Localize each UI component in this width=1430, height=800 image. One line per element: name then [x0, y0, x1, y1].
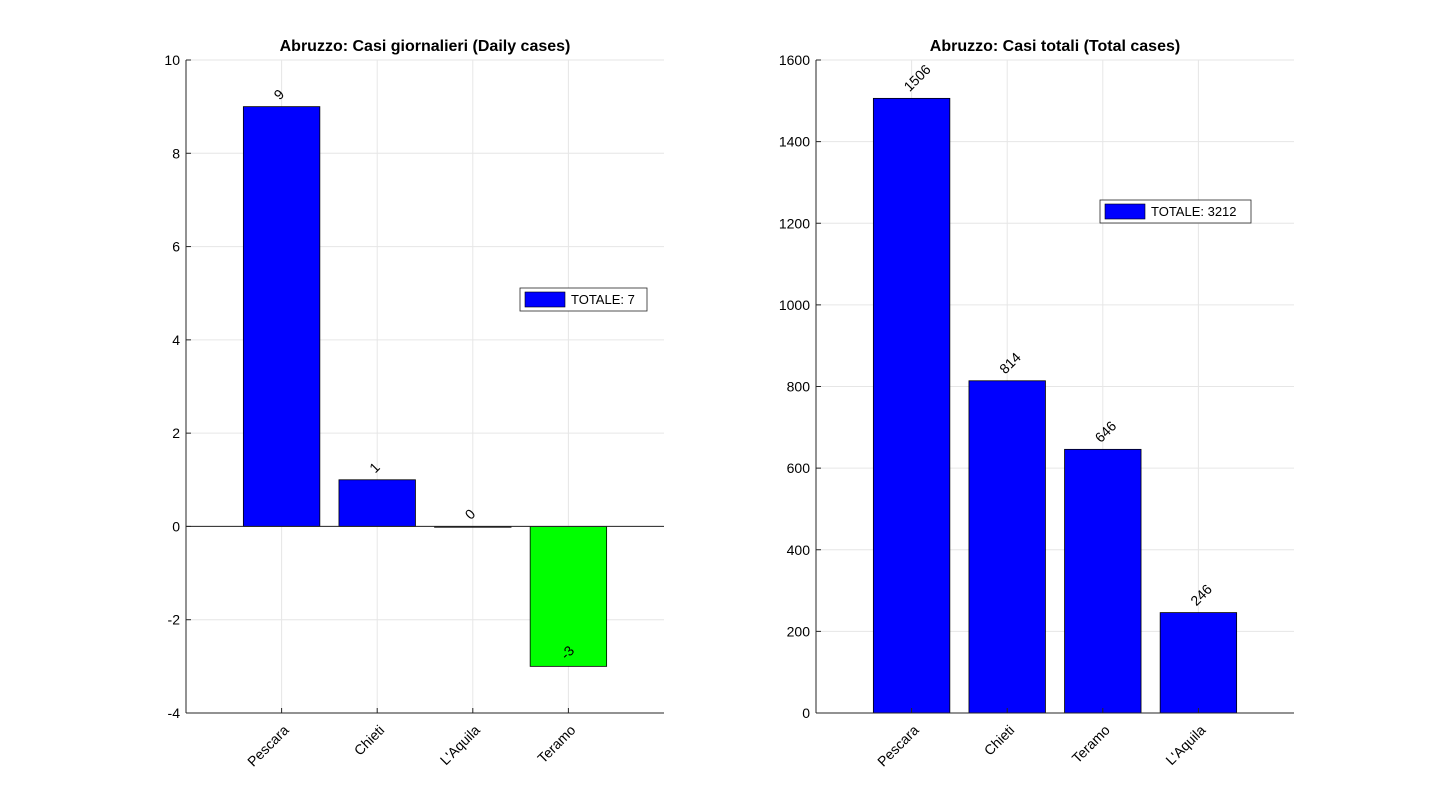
y-tick-label: 400	[787, 542, 811, 558]
y-tick-label: 6	[172, 239, 180, 255]
legend-label: TOTALE: 3212	[1151, 204, 1237, 219]
x-tick-label: Chieti	[981, 722, 1018, 759]
data-label: 1506	[900, 61, 933, 94]
legend: TOTALE: 3212	[1099, 199, 1252, 224]
data-label: 646	[1092, 417, 1120, 445]
bar-chieti	[338, 479, 416, 527]
x-tick-label: Chieti	[351, 722, 388, 759]
y-tick-label: -4	[168, 705, 181, 721]
bar-l-aquila	[1159, 612, 1238, 714]
data-label: 814	[996, 349, 1024, 377]
x-tick-label: Teramo	[534, 722, 578, 766]
bar-teramo	[1064, 448, 1142, 714]
x-tick-label: Pescara	[244, 722, 292, 770]
y-tick-label: 800	[787, 379, 811, 395]
data-label: 1	[366, 459, 383, 476]
legend-swatch	[524, 291, 566, 308]
x-tick-label: L'Aquila	[437, 722, 483, 768]
y-tick-label: 1000	[779, 297, 810, 313]
legend-label: TOTALE: 7	[571, 292, 635, 307]
chart-2: 0 200 400 600 800 1000 1200 1400 1600 Pescara Chie…	[779, 38, 1294, 769]
legend-swatch	[1104, 203, 1146, 220]
y-tick-label: 200	[787, 623, 811, 639]
y-tick-label: 4	[172, 332, 180, 348]
y-tick-label: 0	[802, 705, 810, 721]
x-tick-label: Teramo	[1069, 722, 1113, 766]
x-tick-label: Pescara	[874, 722, 922, 770]
data-label: 246	[1187, 581, 1215, 609]
data-label: 9	[270, 86, 287, 103]
y-tick-label: 1400	[779, 134, 810, 150]
y-tick-label: -2	[168, 612, 181, 628]
y-tick-label: 0	[172, 518, 180, 534]
y-tick-label: 10	[164, 52, 180, 68]
data-label: 0	[462, 506, 479, 523]
bar-pescara	[242, 106, 321, 527]
chart-title: Abruzzo: Casi giornalieri (Daily cases)	[280, 38, 571, 55]
x-tick-label: L'Aquila	[1162, 722, 1208, 768]
legend: TOTALE: 7	[519, 287, 648, 312]
y-tick-label: 2	[172, 425, 180, 441]
y-tick-label: 600	[787, 460, 811, 476]
y-tick-label: 1600	[779, 52, 810, 68]
bar-chieti	[968, 380, 1046, 714]
y-tick-label: 1200	[779, 215, 810, 231]
chart-title: Abruzzo: Casi totali (Total cases)	[930, 38, 1180, 55]
y-tick-label: 8	[172, 145, 180, 161]
bar-pescara	[872, 97, 951, 714]
